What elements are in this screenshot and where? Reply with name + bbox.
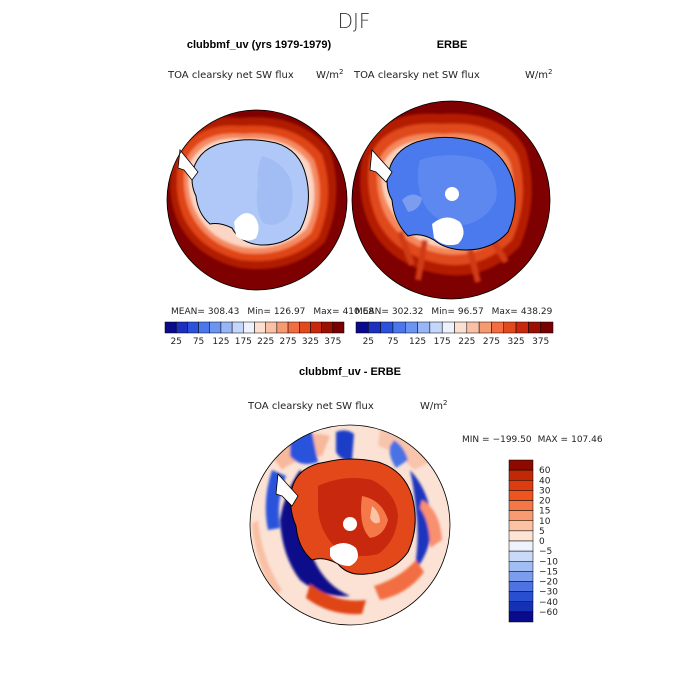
panel3-colorbar-tick-label: 30 (539, 486, 551, 496)
panel3-colorbar-tick-label: 60 (539, 466, 551, 476)
panel2-units: W/m2 (525, 68, 552, 81)
panel3-colorbar-swatch (508, 571, 534, 582)
panel3-colorbar-tick-label: 0 (539, 537, 545, 547)
panel1-colorbar-swatch (243, 321, 255, 334)
panel3-colorbar-swatch (508, 459, 534, 471)
panel3-colorbar-swatch (508, 581, 534, 592)
panel3-colorbar-tick-label: 40 (539, 476, 551, 486)
panel1-colorbar-tick-label: 325 (302, 337, 319, 347)
panel3-stats: MIN = −199.50 MAX = 107.46 (462, 435, 603, 445)
panel1-colorbar-swatch (321, 321, 334, 334)
panel3-colorbar-tick-label: 15 (539, 507, 550, 517)
panel2-colorbar-swatch (429, 321, 443, 334)
panel1-colorbar-swatch (198, 321, 210, 334)
panel3-colorbar-tick-label: 20 (539, 497, 551, 507)
panel3-colorbar-swatch (508, 480, 534, 491)
panel2-colorbar-tick-label: 175 (434, 337, 451, 347)
panel2-colorbar-tick-label: 25 (363, 337, 374, 347)
panel1-colorbar-swatch (209, 321, 222, 334)
panel1-colorbar-swatch (287, 321, 300, 334)
panel3-colorbar-tick-label: −40 (539, 598, 558, 608)
panel1-colorbar-swatch (299, 321, 311, 334)
panel1-colorbar-tick-label: 75 (193, 337, 204, 347)
panel2-colorbar-swatch (392, 321, 406, 334)
panel1-colorbar-swatch (276, 321, 289, 334)
panel1-colorbar-tick-label: 375 (324, 337, 341, 347)
panel3-field-label: TOA clearsky net SW flux (247, 401, 374, 412)
panel1-colorbar-swatch (254, 321, 266, 334)
panel1-stats: MEAN= 308.43 Min= 126.97 Max= 410.68 (171, 307, 374, 317)
panel2-colorbar-swatch (441, 321, 455, 334)
panel2-colorbar-swatch (540, 321, 554, 334)
panel2-colorbar-tick-label: 125 (409, 337, 426, 347)
panel3-colorbar-swatch (508, 601, 534, 613)
panel1-colorbar-swatch (175, 321, 188, 334)
panel3-colorbar-tick-label: −10 (539, 557, 558, 567)
panel3-colorbar-swatch (508, 510, 534, 521)
panel3-colorbar-tick-label: −5 (539, 547, 552, 557)
panel3-colorbar-swatch (508, 500, 534, 511)
panel3-colorbar-swatch (508, 520, 534, 532)
panel1-colorbar-swatch (220, 321, 233, 334)
panel2-colorbar-swatch (417, 321, 431, 334)
panel3-colorbar-swatch (508, 591, 534, 602)
panel2-title: ERBE (437, 39, 468, 51)
panel2-map (351, 100, 551, 300)
panel1-colorbar-swatch (231, 321, 244, 334)
panel3-colorbar-swatch (508, 530, 534, 542)
panel2-colorbar-tick-label: 275 (483, 337, 500, 347)
panel2-colorbar-tick-label: 325 (507, 337, 524, 347)
panel2-colorbar-swatch (355, 321, 369, 334)
panel1-colorbar-tick-label: 275 (279, 337, 296, 347)
panel1-title: clubbmf_uv (yrs 1979-1979) (187, 39, 332, 51)
panel1-colorbar-swatch (332, 321, 345, 334)
panel1-colorbar-tick-label: 225 (257, 337, 274, 347)
panel1-colorbar-tick-label: 25 (170, 337, 181, 347)
panel3-colorbar-swatch (508, 540, 534, 552)
panel2-colorbar-swatch (478, 321, 492, 334)
panel3-title: clubbmf_uv - ERBE (299, 366, 401, 378)
panel1-colorbar-tick-label: 125 (212, 337, 229, 347)
panel2-colorbar-swatch (454, 321, 468, 334)
panel1-units: W/m2 (316, 68, 343, 81)
panel2-colorbar-swatch (380, 321, 394, 334)
panel2-colorbar-swatch (405, 321, 418, 334)
panel2-colorbar-tick-label: 375 (532, 337, 549, 347)
panel3-colorbar-tick-label: −30 (539, 588, 558, 598)
panel3-colorbar-tick-label: −15 (539, 567, 558, 577)
panel2-colorbar-swatch (491, 321, 504, 334)
figure-title: DJF (338, 9, 371, 33)
panel1-colorbar-swatch (310, 321, 322, 334)
panel3-colorbar-tick-label: 10 (539, 517, 551, 527)
panel1-colorbar-swatch (187, 321, 199, 334)
panel1-colorbar-swatch (164, 321, 177, 334)
panel2-colorbar-swatch (515, 321, 529, 334)
panel2-colorbar-tick-label: 75 (387, 337, 398, 347)
panel2-field-label: TOA clearsky net SW flux (353, 70, 480, 81)
panel1-map (166, 109, 348, 291)
panel1-colorbar-tick-label: 175 (235, 337, 252, 347)
panel3-colorbar-tick-label: 5 (539, 527, 545, 537)
panel2-stats: MEAN= 302.32 Min= 96.57 Max= 438.29 (355, 307, 553, 317)
panel3-colorbar-swatch (508, 469, 534, 481)
panel1-field-label: TOA clearsky net SW flux (167, 70, 294, 81)
panel3-colorbar-tick-label: −60 (539, 608, 558, 618)
panel3-colorbar-tick-label: −20 (539, 578, 558, 588)
panel2-colorbar-swatch (503, 321, 517, 334)
panel3-units: W/m2 (420, 399, 447, 412)
panel2-colorbar-swatch (466, 321, 480, 334)
panel3-colorbar-swatch (508, 611, 534, 623)
panel1-colorbar-swatch (265, 321, 278, 334)
panel2-colorbar-swatch (528, 321, 541, 334)
panel3-colorbar-swatch (508, 490, 534, 501)
panel3-colorbar-swatch (508, 550, 534, 562)
panel2-colorbar: 25 75 125 175 225 275 325 375 (355, 321, 554, 347)
panel2-colorbar-tick-label: 225 (458, 337, 475, 347)
panel1-colorbar: 25 75 125 175 225 275 325 375 (164, 321, 345, 347)
panel3-colorbar-swatch (508, 561, 534, 572)
panel2-colorbar-swatch (368, 321, 381, 334)
panel3-map (249, 424, 451, 626)
